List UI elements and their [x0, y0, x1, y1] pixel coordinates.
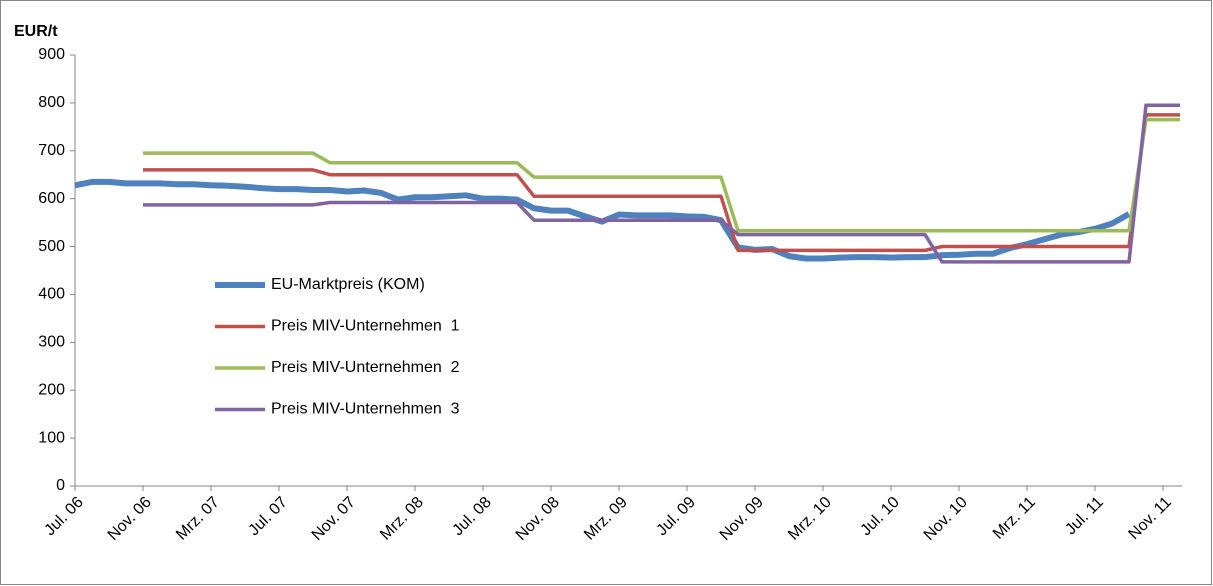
- y-tick-label: 500: [38, 238, 65, 255]
- y-tick-label: 900: [38, 46, 65, 63]
- legend-label: Preis MIV-Unternehmen 2: [271, 359, 460, 376]
- y-tick-label: 400: [38, 286, 65, 303]
- y-tick-label: 800: [38, 94, 65, 111]
- series-line: [143, 103, 1180, 264]
- legend-box: [205, 265, 540, 430]
- series-line: [143, 117, 1180, 233]
- legend-label: EU-Marktpreis (KOM): [271, 276, 425, 293]
- y-tick-label: 200: [38, 381, 65, 398]
- y-tick-label: 700: [38, 142, 65, 159]
- legend-label: Preis MIV-Unternehmen 3: [271, 401, 460, 418]
- y-tick-label: 300: [38, 334, 65, 351]
- y-tick-label: 0: [56, 477, 65, 494]
- y-tick-label: 600: [38, 190, 65, 207]
- y-tick-label: 100: [38, 429, 65, 446]
- legend-label: Preis MIV-Unternehmen 1: [271, 318, 460, 335]
- y-axis-label: EUR/t: [14, 23, 58, 40]
- series-line: [143, 113, 1180, 253]
